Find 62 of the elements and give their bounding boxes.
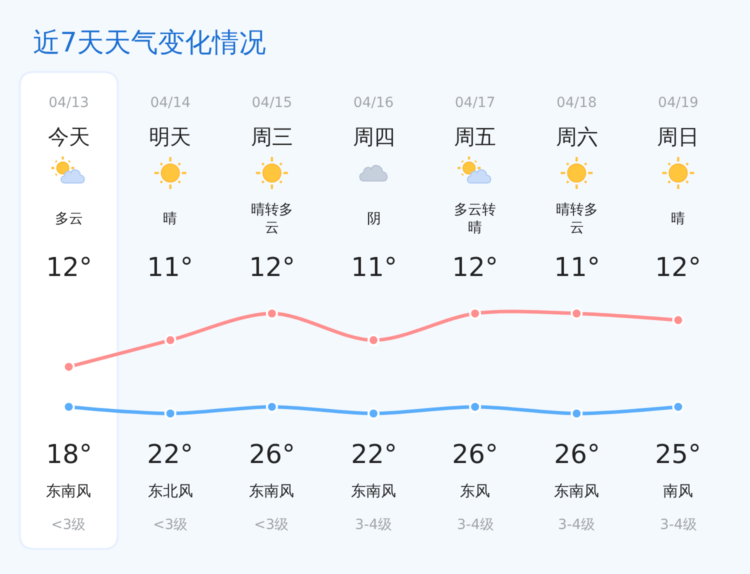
text: 明天 [149, 125, 191, 149]
text: 南风 [663, 482, 693, 500]
point [570, 308, 583, 320]
text: 晴 [163, 211, 177, 227]
chart-title: 近7天天气变化情况 [33, 27, 266, 58]
point [672, 400, 684, 413]
data-label: 26° [249, 440, 296, 470]
point [570, 408, 583, 420]
text: 多云 [55, 211, 83, 227]
data-label: 22° [147, 440, 194, 470]
text: <3级 [153, 517, 188, 533]
text: 今天 [48, 125, 90, 149]
data-label: 12° [249, 253, 296, 283]
text: 晴转多云 [251, 202, 293, 236]
text: 东南风 [46, 482, 91, 500]
data-label: 12° [655, 253, 702, 283]
x-tick-label: 04/18 [556, 95, 597, 112]
text: 东北风 [148, 482, 193, 500]
text: 多云转晴 [454, 202, 496, 236]
text: 3-4级 [660, 517, 697, 533]
point [266, 400, 278, 413]
point [266, 308, 278, 320]
text: 东南风 [249, 482, 294, 500]
point [164, 408, 176, 420]
text: 晴转多云 [556, 202, 598, 236]
x-tick-label: 04/13 [48, 95, 89, 112]
data-label: 26° [554, 440, 600, 470]
data-label: 18° [46, 440, 92, 470]
text: 晴 [671, 211, 685, 227]
point [672, 314, 684, 326]
data-label: 12° [452, 253, 498, 283]
data-label: 12° [46, 253, 92, 283]
text: 3-4级 [558, 517, 595, 533]
data-label: 11° [147, 253, 194, 283]
point [368, 334, 380, 346]
data-label: 11° [351, 253, 398, 283]
text: 东风 [460, 482, 490, 500]
text: 3-4级 [457, 517, 494, 533]
x-tick-label: 04/19 [658, 95, 698, 112]
text: 阴 [367, 211, 381, 227]
text: 东南风 [554, 482, 599, 500]
text: 周四 [353, 125, 395, 149]
text: <3级 [254, 517, 289, 533]
text: 东南风 [351, 482, 396, 500]
text: 3-4级 [355, 517, 392, 533]
data-label: 26° [452, 440, 498, 470]
x-tick-label: 04/15 [252, 95, 292, 112]
point [469, 308, 482, 320]
x-tick-label: 04/16 [353, 95, 394, 112]
text: 周日 [657, 125, 699, 149]
text: <3级 [51, 517, 86, 533]
x-tick-label: 04/17 [454, 95, 496, 112]
text: 周六 [556, 125, 598, 149]
data-label: 11° [554, 253, 600, 283]
text: 周五 [454, 125, 496, 149]
data-label: 25° [655, 440, 702, 470]
x-tick-label: 04/14 [150, 95, 191, 112]
data-label: 22° [351, 440, 398, 470]
point [164, 334, 176, 346]
point [469, 400, 482, 413]
text: 周三 [251, 125, 293, 149]
point [368, 408, 380, 420]
